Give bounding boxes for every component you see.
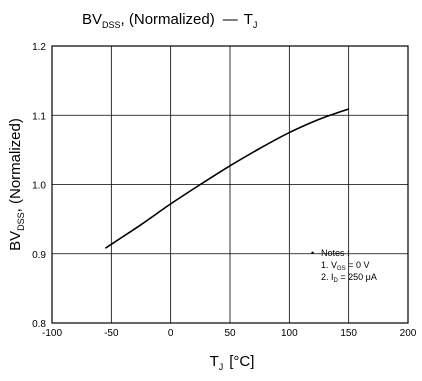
chart-title-sub: DSS bbox=[102, 20, 121, 30]
chart-title-rhs-sub: J bbox=[253, 20, 258, 30]
notes-line-1-sub: GS bbox=[337, 266, 346, 272]
chart-title-rhs: T bbox=[244, 11, 253, 28]
notes-line-1-prefix: 1. V bbox=[321, 260, 337, 270]
y-tick-label: 1.1 bbox=[32, 111, 46, 122]
x-axis-label-unit: [°C] bbox=[229, 353, 254, 370]
chart-title-dash: — bbox=[223, 11, 238, 28]
series-line bbox=[104, 108, 349, 249]
notes-line-2-rest: = 250 μA bbox=[338, 272, 377, 282]
y-axis-label-sub: DSS bbox=[16, 212, 26, 231]
x-tick-label: 0 bbox=[168, 328, 174, 339]
grid-layer bbox=[52, 46, 408, 323]
chart-title-main: BV bbox=[82, 11, 102, 28]
chart-title-rest: , (Normalized) bbox=[121, 11, 215, 28]
y-axis-label-rest: , (Normalized) bbox=[7, 118, 24, 212]
y-tick-label: 0.8 bbox=[32, 319, 46, 330]
y-axis-label-main: BV bbox=[7, 231, 24, 251]
tick-layer: -100 -50 0 50 100 150 200 0.8 0.9 1.0 1.1 1.2 bbox=[32, 42, 417, 339]
x-tick-label: -50 bbox=[104, 328, 119, 339]
chart-title: BVDSS, (Normalized) — TJ bbox=[82, 11, 257, 30]
x-axis-label-sub: J bbox=[219, 362, 224, 372]
notes-line-2: 2. ID = 250 μA bbox=[321, 272, 377, 284]
x-tick-label: 200 bbox=[400, 328, 417, 339]
x-axis-label: TJ [°C] bbox=[210, 353, 255, 372]
x-tick-label: 150 bbox=[340, 328, 357, 339]
series-layer bbox=[104, 108, 349, 249]
notes-line-2-prefix: 2. I bbox=[321, 272, 334, 282]
x-tick-label: -100 bbox=[42, 328, 62, 339]
notes-line-1: 1. VGS = 0 V bbox=[321, 260, 369, 272]
notes-box: • Notes : 1. VGS = 0 V 2. ID = 250 μA bbox=[311, 248, 377, 284]
x-tick-label: 100 bbox=[281, 328, 298, 339]
x-axis-label-main: T bbox=[210, 353, 219, 370]
notes-line-2-sub: D bbox=[334, 278, 339, 284]
y-axis-label: BVDSS, (Normalized) bbox=[7, 118, 26, 251]
y-tick-label: 1.0 bbox=[32, 181, 46, 192]
notes-line-1-rest: = 0 V bbox=[346, 260, 370, 270]
y-tick-label: 0.9 bbox=[32, 250, 46, 261]
x-tick-label: 50 bbox=[224, 328, 236, 339]
y-tick-label: 1.2 bbox=[32, 42, 46, 53]
notes-heading: Notes : bbox=[321, 248, 350, 258]
notes-bullet: • bbox=[311, 248, 314, 258]
